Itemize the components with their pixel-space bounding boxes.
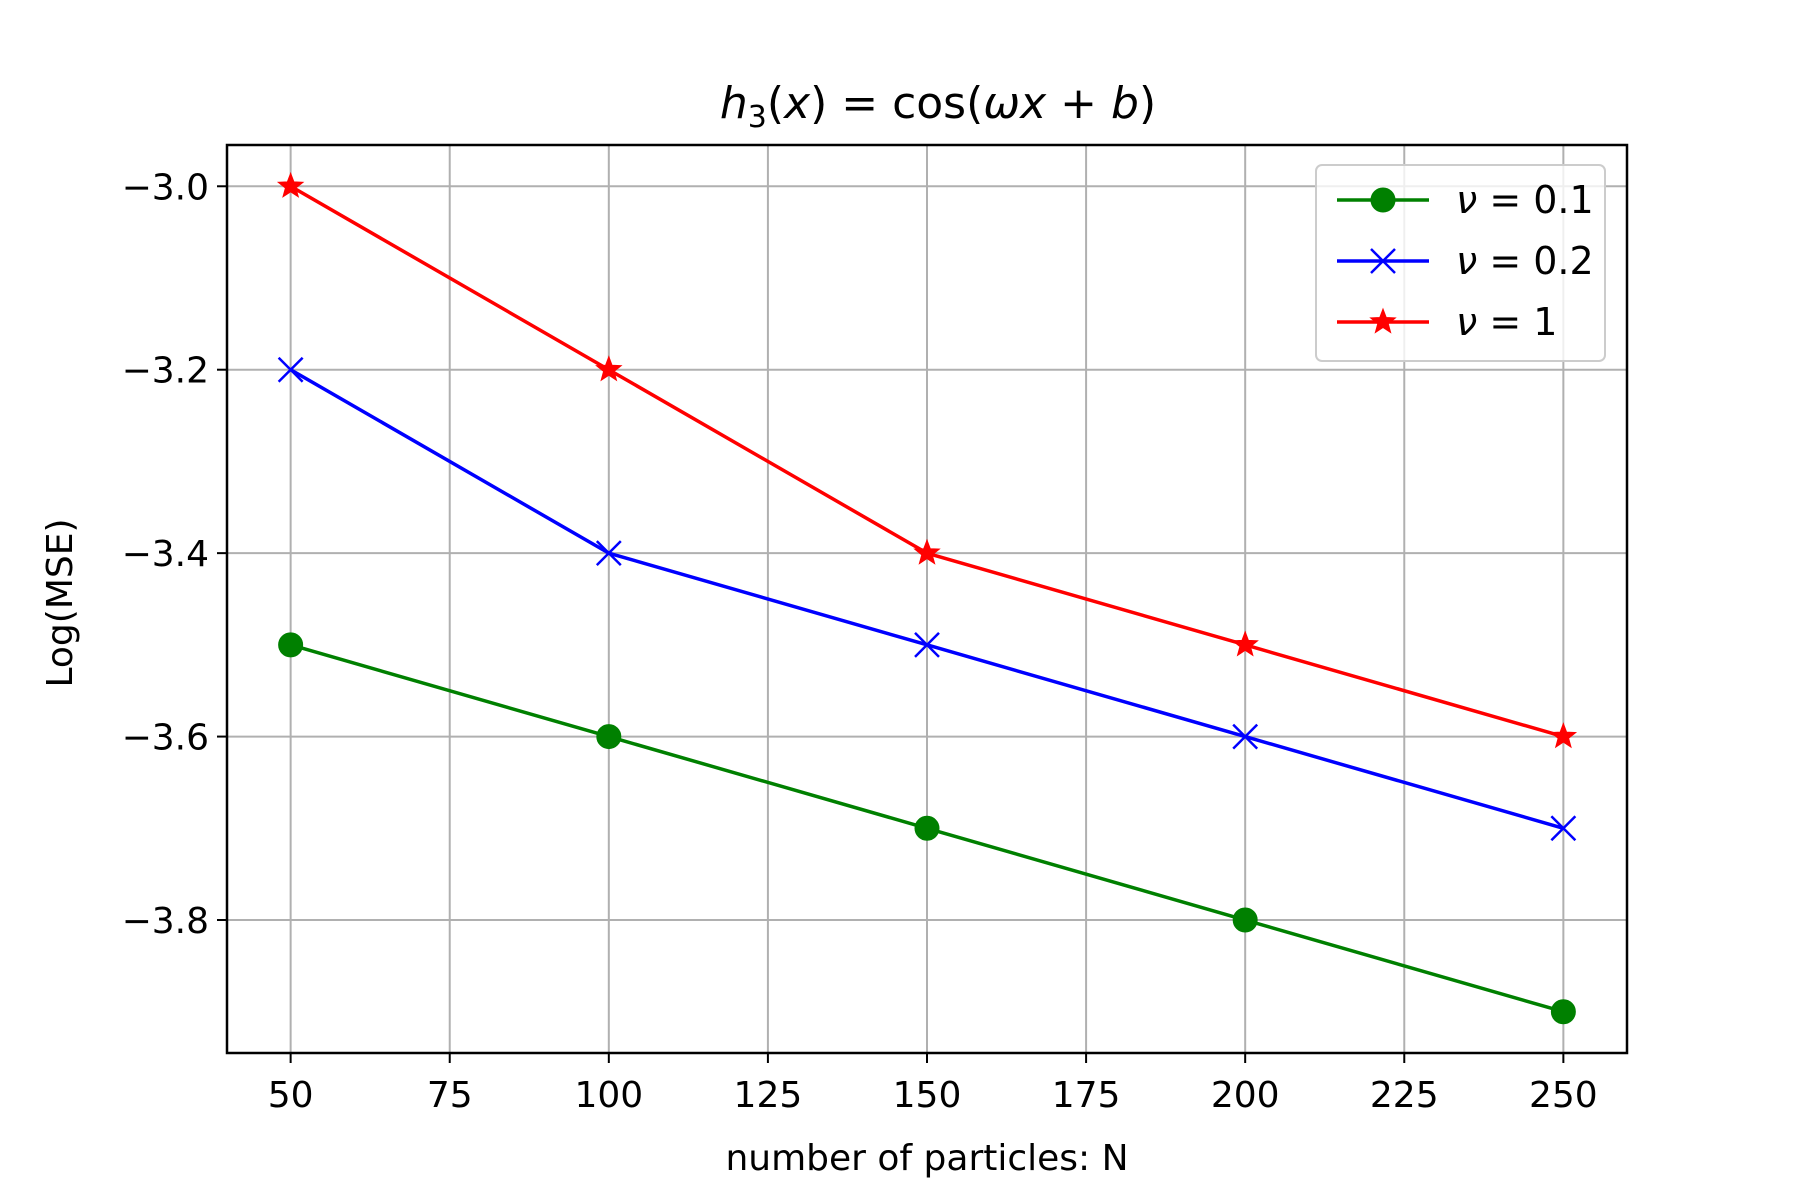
x-tick-label: 175 bbox=[1052, 1075, 1121, 1116]
y-tick-label: −3.4 bbox=[122, 534, 209, 575]
x-axis-label: number of particles: N bbox=[725, 1138, 1128, 1179]
x-tick-label: 125 bbox=[734, 1075, 803, 1116]
x-tick-label: 75 bbox=[427, 1075, 473, 1116]
y-tick-label: −3.2 bbox=[122, 351, 209, 392]
legend-label: ν = 0.1 bbox=[1456, 178, 1594, 222]
legend-label: ν = 1 bbox=[1456, 300, 1557, 344]
legend-item: ν = 0.1 bbox=[1337, 178, 1594, 222]
data-point-star bbox=[1231, 630, 1259, 657]
x-tick-label: 100 bbox=[574, 1075, 643, 1116]
y-axis-label: Log(MSE) bbox=[40, 518, 81, 687]
data-point-x bbox=[1550, 815, 1577, 842]
data-point-circle bbox=[1232, 907, 1258, 933]
legend-item: ν = 1 bbox=[1337, 300, 1557, 344]
y-tick-label: −3.0 bbox=[122, 167, 209, 208]
data-point-circle bbox=[1550, 999, 1576, 1025]
legend-marker-star bbox=[1369, 307, 1397, 334]
series-3 bbox=[276, 171, 1578, 749]
y-tick-label: −3.6 bbox=[122, 718, 209, 759]
x-tick-label: 250 bbox=[1529, 1075, 1598, 1116]
x-tick-label: 200 bbox=[1211, 1075, 1280, 1116]
series-group bbox=[276, 171, 1578, 1025]
data-point-circle bbox=[596, 724, 622, 750]
x-tick-label: 50 bbox=[268, 1075, 314, 1116]
data-point-x bbox=[1232, 723, 1259, 750]
legend-marker-x bbox=[1370, 248, 1396, 274]
data-point-star bbox=[595, 355, 623, 382]
legend-label: ν = 0.2 bbox=[1456, 239, 1594, 283]
x-tick-label: 225 bbox=[1370, 1075, 1439, 1116]
legend-item: ν = 0.2 bbox=[1337, 239, 1594, 283]
data-point-star bbox=[276, 171, 305, 198]
chart-title: h3(x) = cos(ωx + b) bbox=[720, 78, 1156, 135]
data-point-circle bbox=[278, 632, 304, 658]
data-point-star bbox=[913, 538, 941, 565]
legend: ν = 0.1 ν = 0.2 ν = 1 bbox=[1315, 164, 1606, 362]
data-point-star bbox=[1549, 722, 1578, 749]
ticks: 50 75 100 125 150 175 200 225 250 −3.0 −3.2 −3.4 −3.… bbox=[122, 167, 1598, 1116]
series-1 bbox=[278, 632, 1576, 1025]
data-point-circle bbox=[914, 815, 940, 841]
y-tick-label: −3.8 bbox=[122, 901, 209, 942]
x-tick-label: 150 bbox=[893, 1075, 962, 1116]
legend-marker-circle bbox=[1370, 187, 1396, 213]
data-point-x bbox=[277, 356, 304, 383]
data-point-x bbox=[595, 540, 622, 567]
data-point-x bbox=[914, 631, 940, 658]
legend-box bbox=[1315, 164, 1606, 362]
series-2 bbox=[277, 356, 1577, 842]
